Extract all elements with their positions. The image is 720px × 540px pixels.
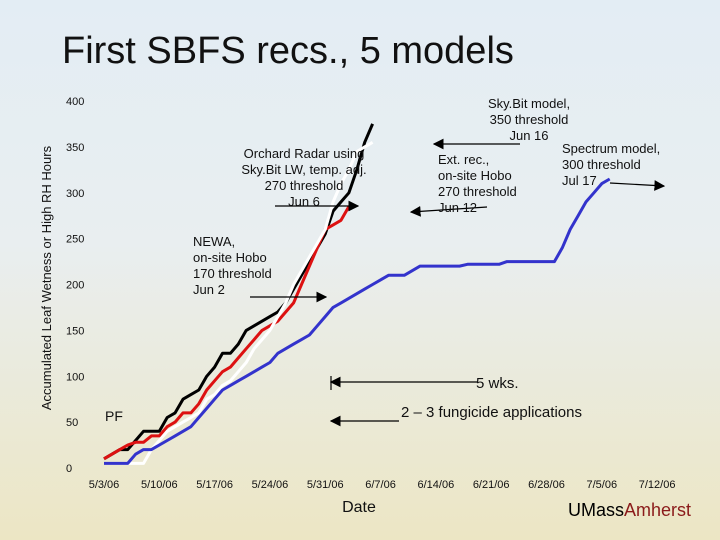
annotation-orchard-radar: Sky.Bit LW, temp. adj.	[241, 162, 366, 177]
chart-title: First SBFS recs., 5 models	[62, 30, 514, 72]
annotation-ext-rec: 270 threshold	[438, 184, 517, 199]
y-tick-label: 200	[66, 280, 84, 292]
x-tick-label: 5/10/06	[141, 479, 178, 491]
y-tick-label: 100	[66, 371, 84, 383]
y-axis-title-group: Accumulated Leaf Wetness or High RH Hour…	[39, 145, 54, 410]
annotation-spectrum: Jul 17	[562, 173, 597, 188]
annotation-skybit: Jun 16	[509, 128, 548, 143]
x-tick-label: 6/14/06	[418, 479, 455, 491]
annotation-ext-rec: Jun 12	[438, 200, 477, 215]
annotation-ext-rec: Ext. rec.,	[438, 152, 489, 167]
y-tick-label: 350	[66, 142, 84, 154]
x-axis-title: Date	[342, 499, 376, 516]
y-tick-label: 0	[66, 463, 72, 475]
x-tick-label: 7/5/06	[586, 479, 617, 491]
x-tick-label: 5/31/06	[307, 479, 344, 491]
annotation-skybit: 350 threshold	[490, 112, 569, 127]
y-tick-label: 300	[66, 188, 84, 200]
y-tick-label: 400	[66, 96, 84, 108]
annotation-newa: 170 threshold	[193, 266, 272, 281]
annotation-arrows	[250, 138, 666, 427]
pf-label: PF	[105, 408, 123, 424]
annotation-skybit: Sky.Bit model,	[488, 96, 570, 111]
x-tick-label: 6/21/06	[473, 479, 510, 491]
annotation-spectrum: 300 threshold	[562, 157, 641, 172]
x-tick-label: 6/28/06	[528, 479, 565, 491]
y-axis-title: Accumulated Leaf Wetness or High RH Hour…	[39, 145, 54, 410]
fungicide-label: 2 – 3 fungicide applications	[401, 404, 582, 421]
series-lines	[103, 123, 611, 465]
y-tick-label: 250	[66, 234, 84, 246]
series-line-2	[103, 205, 351, 461]
axis-ticks: 0 50 100 150 200 250 300 350 400 5/3/06 5/10/06 5/1…	[66, 96, 675, 516]
annotation-orchard-radar: Jun 6	[288, 194, 320, 209]
umass-amherst-logo: UMassAmherst	[568, 500, 691, 521]
x-tick-label: 7/12/06	[639, 479, 676, 491]
annotation-orchard-radar: 270 threshold	[265, 178, 344, 193]
x-tick-label: 5/24/06	[252, 479, 289, 491]
annotation-newa: NEWA,	[193, 234, 235, 249]
series-line-3	[104, 141, 374, 465]
logo-main: UMass	[568, 500, 625, 520]
annotation-ext-rec: on-site Hobo	[438, 168, 512, 183]
logo-accent: Amherst	[624, 500, 692, 520]
y-tick-label: 50	[66, 417, 78, 429]
x-tick-label: 6/7/06	[365, 479, 396, 491]
annotation-orchard-radar: Orchard Radar using	[244, 146, 365, 161]
annotation-spectrum: Spectrum model,	[562, 141, 660, 156]
x-tick-label: 5/17/06	[196, 479, 233, 491]
ext-rec-arrow	[409, 205, 488, 217]
period-label: 5 wks.	[476, 375, 519, 392]
spectrum-arrow	[609, 180, 666, 191]
y-tick-label: 150	[66, 325, 84, 337]
annotation-newa: Jun 2	[193, 282, 225, 297]
x-tick-label: 5/3/06	[89, 479, 120, 491]
annotation-newa: on-site Hobo	[193, 250, 267, 265]
series-line-4	[104, 177, 611, 465]
